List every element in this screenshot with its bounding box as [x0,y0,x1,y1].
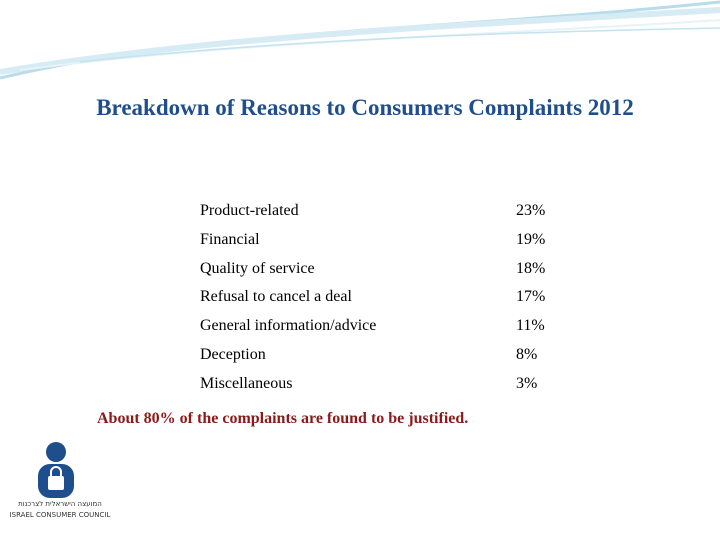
reason-share: 23% [516,202,546,219]
reason-label: Quality of service [200,259,315,277]
reason-share: 11% [516,317,545,335]
reason-label: Refusal to cancel a deal [200,288,352,306]
reason-share: 17% [516,288,546,306]
reason-label: Miscellaneous [200,374,293,392]
reason-share: 18% [516,259,546,277]
reason-label: Financial [200,230,260,248]
logo-english: ISRAEL CONSUMER COUNCIL [9,511,111,519]
logo-hebrew: המועצה הישראלית לצרכנות [18,500,102,508]
top-swoosh [0,0,720,80]
logo-icon [38,442,74,498]
slide-title: Breakdown of Reasons to Consumers Compla… [96,95,634,120]
reason-label: General information/advice [200,317,377,335]
reason-label: Deception [200,346,266,363]
reason-label: Product-related [200,202,299,219]
footnote: About 80% of the complaints are found to… [97,410,469,427]
reason-share: 3% [516,374,538,392]
reason-share: 19% [516,230,546,248]
reason-share: 8% [516,346,538,363]
